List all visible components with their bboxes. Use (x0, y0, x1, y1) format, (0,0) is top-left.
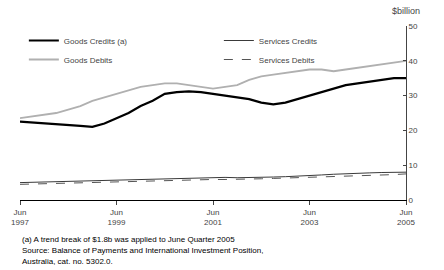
svg-text:$billion: $billion (392, 6, 420, 16)
svg-text:Services Debits: Services Debits (259, 56, 315, 65)
svg-text:Jun1999: Jun1999 (108, 208, 126, 227)
svg-text:Jun2005: Jun2005 (397, 208, 415, 227)
svg-text:Goods Debits: Goods Debits (64, 56, 112, 65)
svg-text:Jun2001: Jun2001 (204, 208, 222, 227)
svg-text:Australia, cat. no. 5302.0.: Australia, cat. no. 5302.0. (22, 257, 113, 266)
svg-text:0: 0 (409, 196, 414, 205)
svg-text:10: 10 (409, 161, 418, 170)
svg-text:(a) A trend break of $1.8b was: (a) A trend break of $1.8b was applied t… (22, 235, 235, 244)
svg-text:Jun2003: Jun2003 (301, 208, 319, 227)
svg-text:Source: Balance of Payments an: Source: Balance of Payments and Internat… (22, 246, 263, 255)
svg-text:50: 50 (409, 22, 418, 31)
svg-text:Goods Credits (a): Goods Credits (a) (64, 37, 127, 46)
svg-text:40: 40 (409, 57, 418, 66)
svg-text:Jun1997: Jun1997 (11, 208, 29, 227)
svg-text:30: 30 (409, 91, 418, 100)
svg-text:Services Credits: Services Credits (259, 37, 317, 46)
svg-text:20: 20 (409, 126, 418, 135)
